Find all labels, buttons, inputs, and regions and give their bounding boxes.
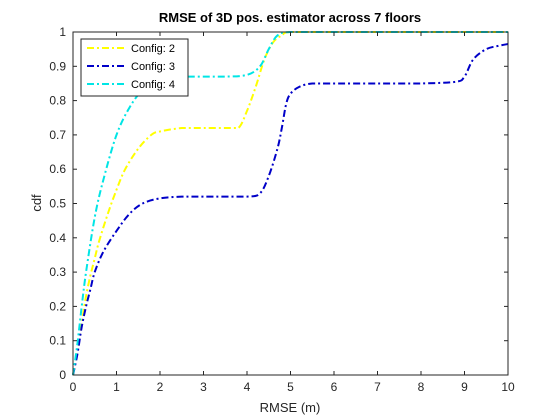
y-tick-label: 0.4 [49, 231, 66, 245]
x-axis-ticks: 0 1 2 3 4 5 6 7 8 9 10 [70, 32, 515, 394]
x-tick-label: 0 [70, 380, 77, 394]
y-tick-label: 1 [59, 25, 66, 39]
x-tick-label: 3 [200, 380, 207, 394]
legend: Config: 2 Config: 3 Config: 4 [80, 38, 189, 97]
x-tick-label: 9 [461, 380, 468, 394]
x-tick-label: 5 [287, 380, 294, 394]
x-axis-label: RMSE (m) [260, 400, 321, 415]
series-line-2 [72, 43, 509, 376]
x-tick-label: 6 [331, 380, 338, 394]
y-tick-label: 0.6 [49, 162, 66, 176]
x-tick-label: 8 [418, 380, 425, 394]
y-tick-label: 0.3 [49, 265, 66, 279]
y-tick-label: 0.8 [49, 94, 66, 108]
x-tick-label: 1 [113, 380, 120, 394]
legend-label-1: Config: 2 [131, 43, 175, 55]
x-tick-label: 2 [157, 380, 164, 394]
x-tick-label: 7 [374, 380, 381, 394]
y-axis-label: cdf [29, 194, 44, 212]
y-tick-label: 0.2 [49, 299, 66, 313]
y-axis-ticks: 0 0.1 0.2 0.3 0.4 0.5 0.6 0.7 0.8 0.9 1 [49, 25, 508, 382]
legend-label-2: Config: 3 [131, 61, 175, 73]
y-tick-label: 0 [59, 368, 66, 382]
x-tick-label: 4 [244, 380, 251, 394]
legend-box [80, 38, 189, 97]
y-tick-label: 0.9 [49, 59, 66, 73]
y-tick-label: 0.7 [49, 128, 66, 142]
y-tick-label: 0.5 [49, 197, 66, 211]
x-tick-label: 10 [501, 380, 515, 394]
legend-label-3: Config: 4 [131, 79, 175, 91]
y-tick-label: 0.1 [49, 334, 66, 348]
chart-title: RMSE of 3D pos. estimator across 7 floor… [159, 10, 421, 25]
